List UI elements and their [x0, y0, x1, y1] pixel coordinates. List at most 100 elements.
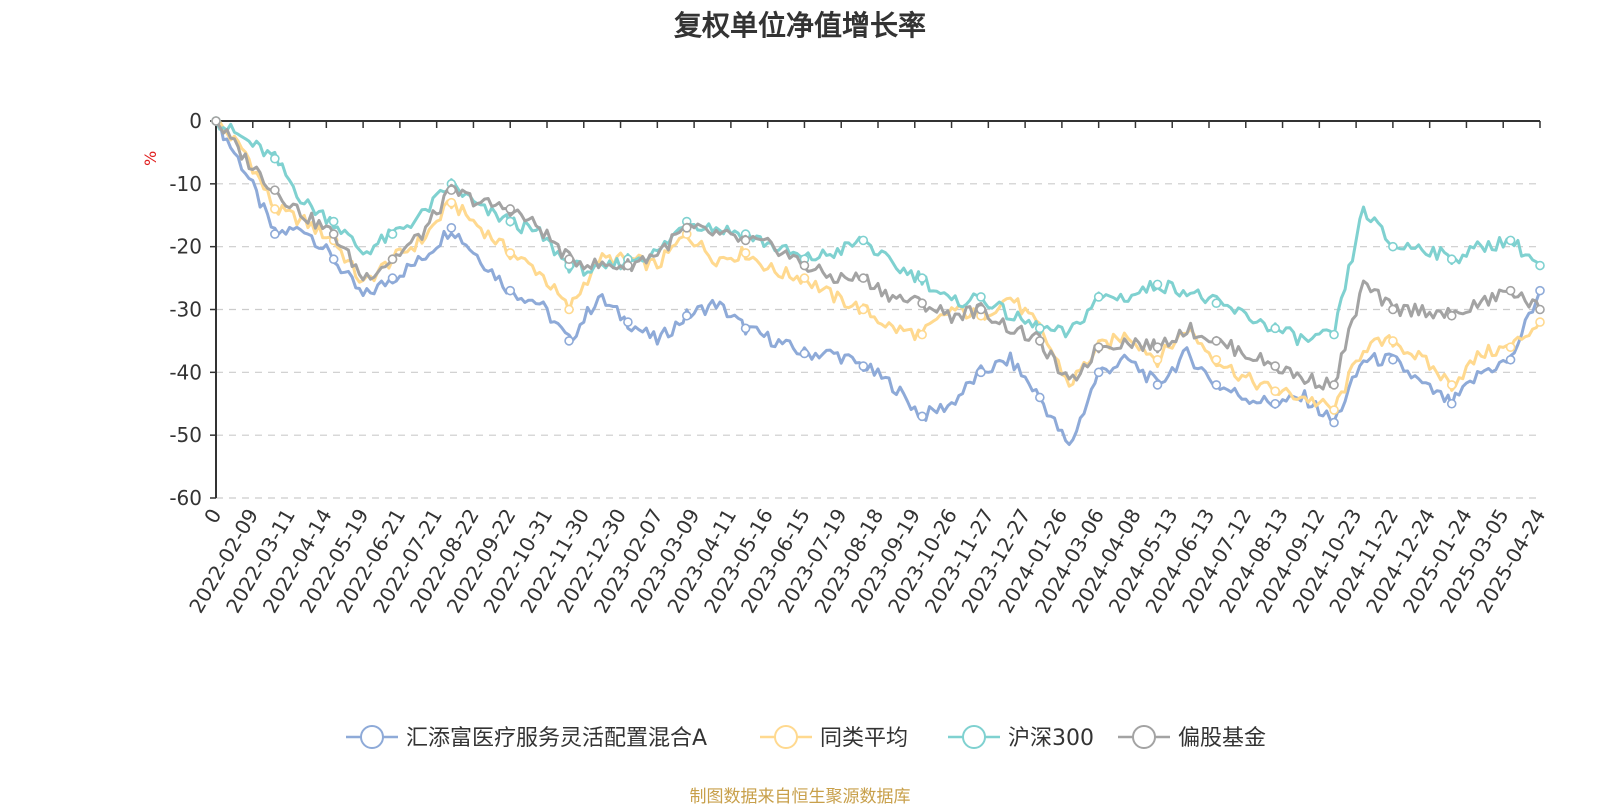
series-point	[446, 185, 457, 195]
grid-lines	[216, 183, 1540, 499]
series-point	[917, 273, 927, 283]
series-point	[623, 317, 633, 327]
series-point	[1329, 405, 1339, 415]
series-point	[387, 273, 398, 283]
series-point	[1505, 342, 1516, 353]
legend-swatch-marker	[962, 725, 986, 749]
series-point	[1535, 317, 1545, 327]
legend-label: 沪深300	[1008, 726, 1094, 751]
series-line	[214, 120, 1542, 347]
legend-swatch-marker	[360, 725, 384, 749]
series-point	[1035, 392, 1045, 403]
x-tick-label: 0	[199, 505, 226, 528]
series-point	[1211, 336, 1222, 346]
series-point	[505, 204, 516, 214]
legend-item[interactable]: 沪深300	[948, 725, 1094, 751]
series-point	[858, 273, 869, 283]
series-point	[799, 260, 810, 271]
series-point	[740, 235, 751, 246]
series-point	[1270, 398, 1280, 409]
series-point	[1505, 285, 1516, 296]
legend-label: 汇添富医疗服务灵活配置混合A	[406, 726, 707, 751]
series-point	[211, 116, 221, 126]
y-tick-label: -30	[169, 298, 202, 322]
series-point	[917, 411, 927, 422]
series-point	[681, 223, 692, 233]
series-point	[328, 254, 339, 265]
series-point	[1388, 241, 1398, 252]
series-point	[1446, 380, 1457, 390]
legend-item[interactable]: 偏股基金	[1118, 725, 1266, 751]
series-point	[270, 229, 280, 239]
series-point	[505, 216, 516, 227]
series-point	[1329, 380, 1339, 390]
y-tick-label: -20	[169, 235, 202, 259]
y-axis-unit-label: %	[141, 151, 160, 166]
series-point	[564, 336, 574, 346]
series-point	[1093, 367, 1104, 378]
series-point	[1535, 304, 1545, 315]
series-point	[1270, 323, 1280, 334]
legend-swatch-marker	[774, 725, 798, 749]
series-point	[505, 248, 516, 258]
series-point	[740, 248, 751, 258]
series-point	[1211, 354, 1222, 365]
series-point	[1035, 323, 1045, 334]
y-tick-label: -40	[169, 360, 202, 384]
series-point	[1329, 417, 1339, 428]
legend-label: 偏股基金	[1178, 726, 1266, 751]
series-point	[1446, 254, 1457, 265]
series-point	[1152, 354, 1163, 365]
series-point	[1152, 380, 1163, 390]
series-point	[270, 185, 280, 195]
legend-item[interactable]: 同类平均	[760, 725, 908, 751]
series-point	[1093, 342, 1104, 353]
chart-title: 复权单位净值增长率	[673, 9, 926, 42]
series-point	[1329, 329, 1339, 340]
series-point	[270, 204, 280, 214]
series-point	[1035, 336, 1045, 346]
series-point	[505, 285, 516, 296]
series-point	[1505, 235, 1516, 246]
series-point	[328, 216, 339, 227]
series-point	[564, 254, 574, 265]
y-tick-label: -50	[169, 423, 202, 447]
legend-label: 同类平均	[820, 726, 908, 751]
source-note: 制图数据来自恒生聚源数据库	[689, 787, 911, 807]
series-point	[387, 229, 398, 239]
series-point	[681, 310, 692, 321]
y-tick-label: -60	[169, 486, 202, 510]
y-tick-label: 0	[189, 109, 202, 133]
series-point	[976, 367, 986, 378]
series-line	[214, 120, 1542, 391]
series-point	[1211, 298, 1222, 309]
series-point	[446, 197, 457, 208]
y-tick-label: -10	[169, 172, 202, 196]
series-point	[917, 298, 927, 309]
series-line	[215, 119, 1542, 446]
series-point	[858, 304, 869, 315]
series-point	[328, 229, 339, 239]
series-point	[1535, 285, 1545, 296]
series-point	[1388, 354, 1398, 365]
series-line	[215, 119, 1542, 413]
series-point	[387, 254, 398, 265]
series-point	[799, 348, 810, 359]
series-point	[1535, 260, 1545, 271]
series-point	[858, 361, 869, 371]
series-point	[1388, 336, 1398, 346]
series-point	[1388, 304, 1398, 315]
series-point	[1152, 342, 1163, 353]
legend[interactable]: 汇添富医疗服务灵活配置混合A 同类平均 沪深300 偏股基金	[346, 725, 1266, 751]
series-point	[1152, 279, 1163, 290]
series-point	[1505, 354, 1516, 365]
series-point	[623, 260, 633, 271]
series-point	[1211, 380, 1222, 390]
series-point	[1446, 310, 1457, 321]
series-lines	[211, 116, 1545, 446]
series-point	[740, 323, 751, 334]
series-point	[976, 292, 986, 302]
legend-item[interactable]: 汇添富医疗服务灵活配置混合A	[346, 725, 707, 751]
series-point	[1270, 361, 1280, 371]
